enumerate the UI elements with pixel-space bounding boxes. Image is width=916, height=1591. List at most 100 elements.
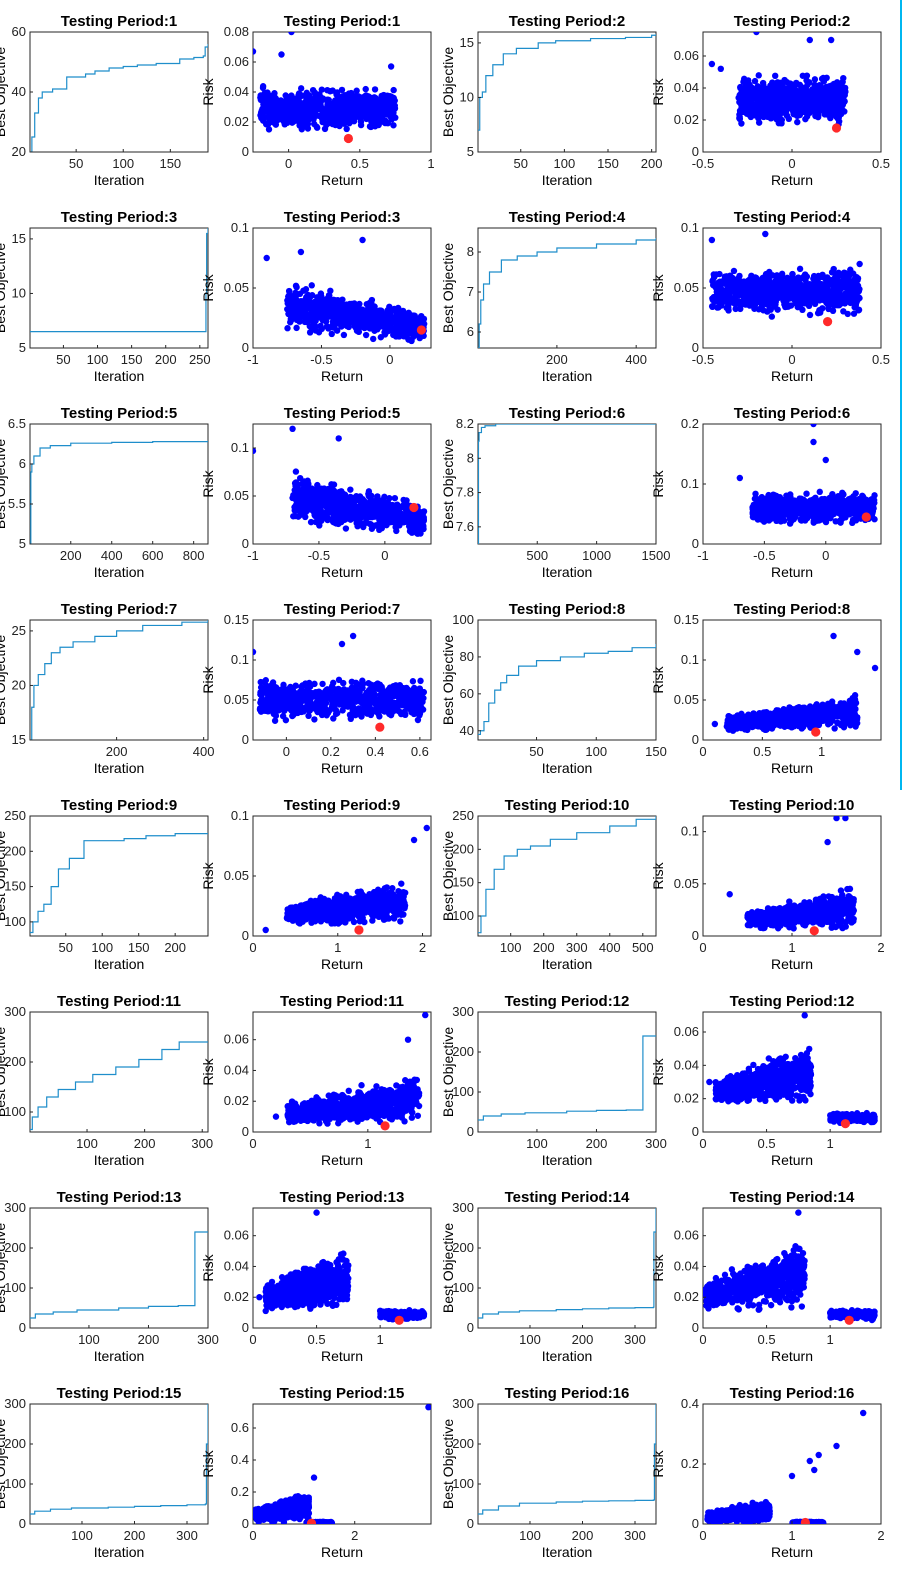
y-tick-label: 0.06	[224, 54, 249, 69]
portfolio-point	[835, 297, 842, 305]
portfolio-point	[406, 512, 414, 520]
portfolio-point	[736, 474, 744, 482]
portfolio-point	[326, 292, 333, 299]
portfolio-point	[350, 107, 357, 115]
portfolio-point	[391, 102, 398, 109]
portfolio-point	[770, 88, 777, 96]
portfolio-point	[374, 315, 382, 322]
plot-area	[477, 227, 657, 349]
portfolio-point	[292, 468, 300, 475]
portfolio-point	[770, 102, 777, 109]
portfolio-point	[748, 92, 755, 99]
x-tick-label: 150	[159, 156, 181, 171]
portfolio-point	[805, 294, 813, 301]
x-tick-label: 400	[625, 352, 647, 367]
portfolio-point	[403, 497, 410, 504]
x-tick-label: 100	[554, 156, 576, 171]
x-axis-label: Iteration	[94, 172, 145, 188]
y-tick-label: 0.1	[231, 440, 249, 455]
portfolio-point	[329, 296, 336, 304]
portfolio-point	[315, 95, 322, 102]
portfolio-point	[822, 456, 829, 464]
portfolio-point	[281, 121, 288, 128]
portfolio-point	[354, 522, 361, 530]
portfolio-point	[358, 319, 366, 326]
portfolio-point	[833, 113, 840, 121]
portfolio-point	[366, 123, 374, 130]
line-marks	[478, 238, 656, 348]
portfolio-point	[796, 299, 804, 306]
portfolio-point	[796, 265, 804, 273]
portfolio-point	[350, 118, 358, 125]
portfolio-point	[817, 504, 825, 511]
best-portfolio-point	[861, 512, 871, 522]
portfolio-point	[370, 335, 377, 343]
portfolio-point	[271, 717, 279, 724]
x-tick-label: 400	[193, 744, 215, 759]
portfolio-point	[302, 286, 310, 293]
portfolio-point	[317, 290, 325, 297]
x-tick-label: 0	[822, 548, 829, 563]
portfolio-point	[726, 290, 733, 298]
portfolio-point	[353, 509, 361, 516]
portfolio-point	[359, 236, 366, 244]
portfolio-point	[767, 306, 774, 313]
portfolio-point	[295, 106, 302, 113]
x-tick-label: 200	[546, 352, 568, 367]
portfolio-point	[773, 507, 781, 515]
portfolio-point	[295, 501, 303, 508]
portfolio-point	[309, 309, 317, 316]
x-tick-label: 800	[183, 548, 205, 563]
portfolio-point	[345, 510, 352, 518]
portfolio-point	[751, 77, 759, 85]
y-tick-label: 0	[692, 340, 699, 355]
portfolio-point	[781, 109, 788, 116]
portfolio-point	[408, 521, 415, 528]
chart-title: Testing Period:2	[734, 13, 850, 30]
best-objective-line	[478, 238, 656, 348]
x-tick-label: -0.5	[308, 548, 330, 563]
portfolio-point	[803, 72, 811, 79]
portfolio-point	[401, 316, 408, 324]
x-tick-label: 1500	[642, 548, 671, 563]
best-portfolio-point	[823, 317, 833, 327]
portfolio-point	[417, 530, 424, 537]
portfolio-point	[719, 277, 727, 285]
portfolio-point	[267, 106, 274, 114]
portfolio-point	[312, 518, 320, 526]
portfolio-point	[297, 85, 305, 92]
y-tick-label: 0.2	[681, 416, 699, 431]
y-axis-label: Best Objective	[0, 635, 8, 725]
portfolio-point	[355, 303, 362, 310]
portfolio-point	[325, 325, 332, 332]
portfolio-point	[340, 496, 348, 504]
portfolio-point	[850, 281, 857, 289]
portfolio-point	[407, 528, 414, 535]
portfolio-point	[765, 298, 772, 306]
portfolio-point	[340, 102, 348, 110]
portfolio-point	[338, 518, 345, 526]
portfolio-point	[376, 521, 383, 529]
portfolio-point	[845, 495, 853, 503]
portfolio-point	[803, 113, 811, 120]
portfolio-point	[816, 488, 823, 496]
scatter-marks	[263, 236, 428, 345]
chart-title: Testing Period:1	[284, 13, 400, 30]
portfolio-point	[821, 286, 829, 294]
portfolio-point	[371, 86, 379, 93]
y-axis-label: Risk	[650, 469, 666, 497]
portfolio-point	[810, 438, 817, 446]
portfolio-point	[253, 48, 257, 55]
portfolio-point	[270, 102, 278, 110]
portfolio-point	[786, 520, 794, 527]
portfolio-point	[358, 94, 365, 101]
portfolio-point	[419, 519, 426, 527]
portfolio-point	[793, 112, 801, 119]
portfolio-point	[304, 125, 312, 132]
portfolio-point	[787, 80, 794, 87]
portfolio-point	[770, 298, 777, 305]
portfolio-point	[810, 512, 817, 519]
x-axis-label: Return	[771, 368, 813, 384]
portfolio-point	[765, 507, 773, 514]
portfolio-point	[365, 499, 373, 507]
